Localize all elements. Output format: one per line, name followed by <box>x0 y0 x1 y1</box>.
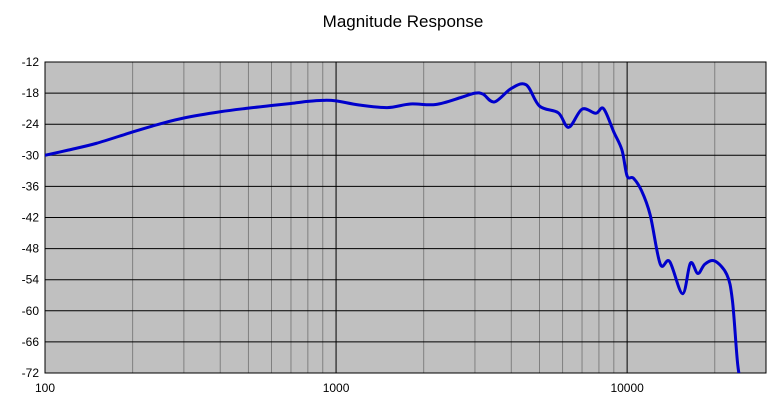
y-tick-label: -54 <box>22 273 40 287</box>
x-axis-tick-labels: 100 1000 10000 <box>35 381 644 395</box>
y-tick-label: -48 <box>22 242 40 256</box>
plot-border <box>44 61 767 374</box>
series-line <box>45 82 741 373</box>
chart-title: Magnitude Response <box>323 12 484 31</box>
y-tick-label: -42 <box>22 211 40 225</box>
y-tick-label: -30 <box>22 148 40 162</box>
y-tick-label: -36 <box>22 179 40 193</box>
y-tick-label: -12 <box>22 55 40 69</box>
series-layer <box>45 82 741 373</box>
y-tick-label: -66 <box>22 335 40 349</box>
x-tick-label: 1000 <box>323 381 350 395</box>
y-tick-label: -72 <box>22 366 40 380</box>
y-axis-tick-labels: -12 -18 -24 -30 -36 -42 -48 -54 -60 -66 -72 <box>22 55 40 380</box>
y-tick-label: -24 <box>22 117 40 131</box>
x-tick-label: 10000 <box>610 381 644 395</box>
x-tick-label: 100 <box>35 381 55 395</box>
y-tick-label: -18 <box>22 86 40 100</box>
y-tick-label: -60 <box>22 304 40 318</box>
